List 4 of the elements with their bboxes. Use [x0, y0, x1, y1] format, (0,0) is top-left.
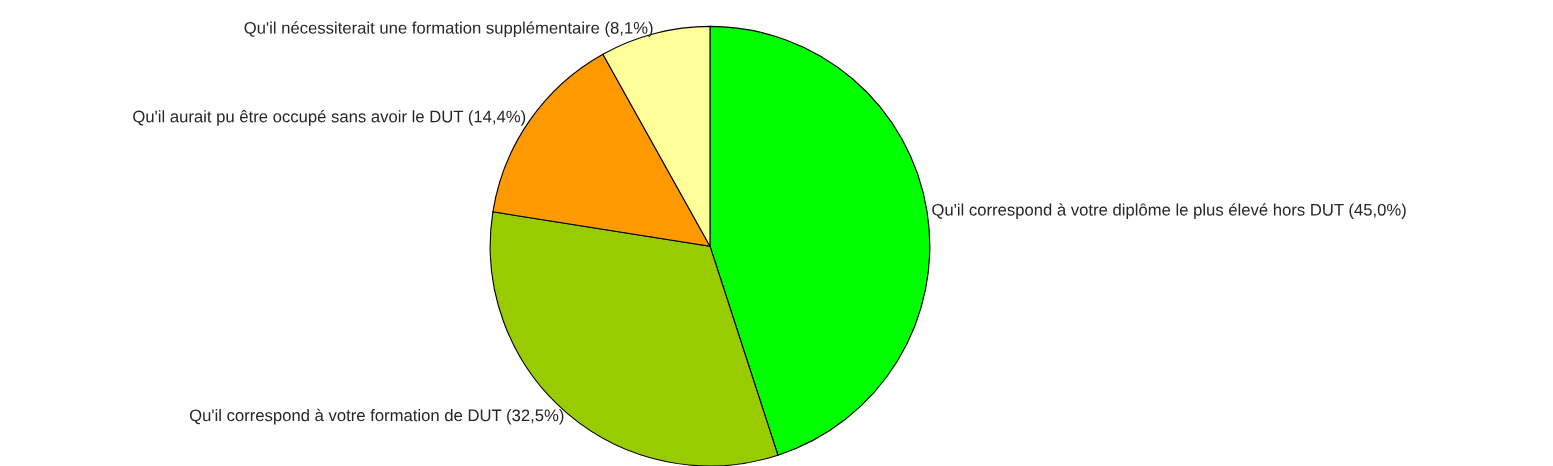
- slice-label: Qu'il correspond à votre diplôme le plus élevé hors DUT (45,0%): [932, 203, 1406, 219]
- slice-label: Qu'il aurait pu être occupé sans avoir le DUT (14,4%): [133, 109, 526, 126]
- slice-label: Qu'il correspond à votre formation de DUT (32,5%): [189, 408, 564, 425]
- slice-label: Qu'il nécessiterait une formation supplémentaire (8,1%): [244, 21, 653, 38]
